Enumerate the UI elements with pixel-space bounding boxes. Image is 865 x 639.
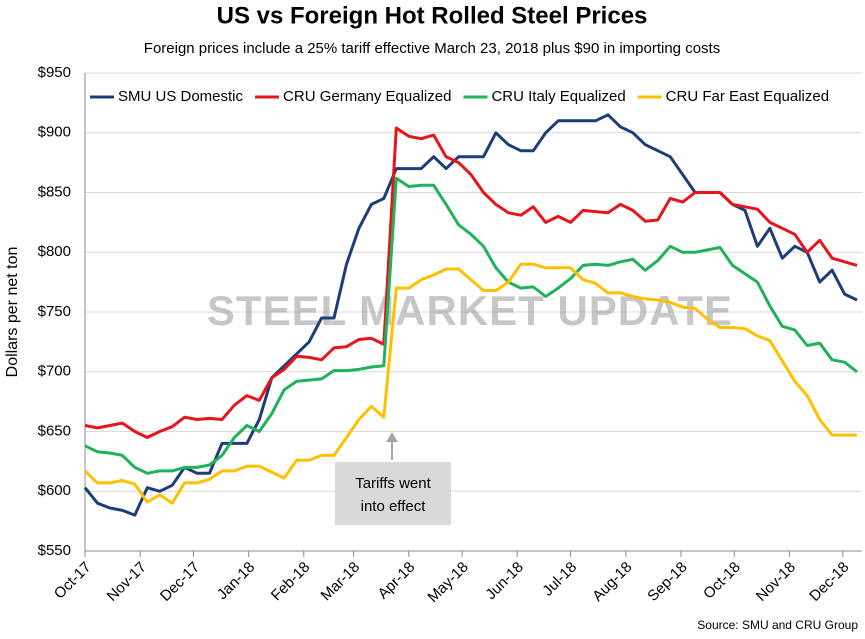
- x-tick-label: Oct-17: [51, 559, 95, 603]
- series-line: [84, 126, 858, 439]
- y-tick-label: $700: [38, 363, 71, 380]
- y-tick-label: $900: [38, 124, 71, 141]
- y-tick-label: $850: [38, 183, 71, 200]
- annotation-text: Tariffs went: [355, 475, 431, 492]
- y-axis-label: Dollars per net ton: [4, 247, 21, 378]
- chart-title: US vs Foreign Hot Rolled Steel Prices: [217, 2, 648, 29]
- legend-label: CRU Germany Equalized: [283, 88, 451, 105]
- series-line: [84, 176, 858, 475]
- watermark: STEEL MARKET UPDATE: [207, 287, 733, 334]
- source-note: Source: SMU and CRU Group: [697, 618, 858, 632]
- x-tick-label: Nov-17: [104, 559, 150, 605]
- x-tick-label: Jul-18: [539, 559, 580, 600]
- x-tick-label: Sep-18: [644, 559, 690, 605]
- series-line: [83, 262, 857, 505]
- y-tick-label: $650: [38, 422, 71, 439]
- legend-label: CRU Far East Equalized: [666, 88, 829, 105]
- x-tick-label: Mar-18: [318, 559, 364, 605]
- x-tick-label: Jan-18: [214, 559, 258, 603]
- y-tick-label: $750: [38, 303, 71, 320]
- y-tick-label: $950: [38, 64, 71, 81]
- x-tick-label: Oct-18: [700, 559, 744, 603]
- x-tick-label: Jun-18: [482, 559, 526, 603]
- x-tick-label: Apr-18: [375, 559, 419, 603]
- y-tick-label: $800: [38, 243, 71, 260]
- y-tick-label: $600: [38, 482, 71, 499]
- x-tick-label: Dec-18: [806, 559, 852, 605]
- annotation-arrowhead: [386, 432, 398, 442]
- y-tick-label: $550: [38, 542, 71, 559]
- annotation-box: [335, 462, 451, 525]
- annotation-text: into effect: [361, 498, 427, 515]
- x-tick-label: Nov-18: [753, 559, 799, 605]
- x-tick-label: Feb-18: [268, 559, 314, 605]
- x-tick-label: Dec-17: [157, 559, 203, 605]
- x-tick-label: Aug-18: [589, 559, 635, 605]
- legend-label: CRU Italy Equalized: [491, 88, 625, 105]
- x-tick-label: May-18: [424, 559, 471, 606]
- legend-label: SMU US Domestic: [118, 88, 244, 105]
- chart-subtitle: Foreign prices include a 25% tariff effe…: [144, 40, 720, 57]
